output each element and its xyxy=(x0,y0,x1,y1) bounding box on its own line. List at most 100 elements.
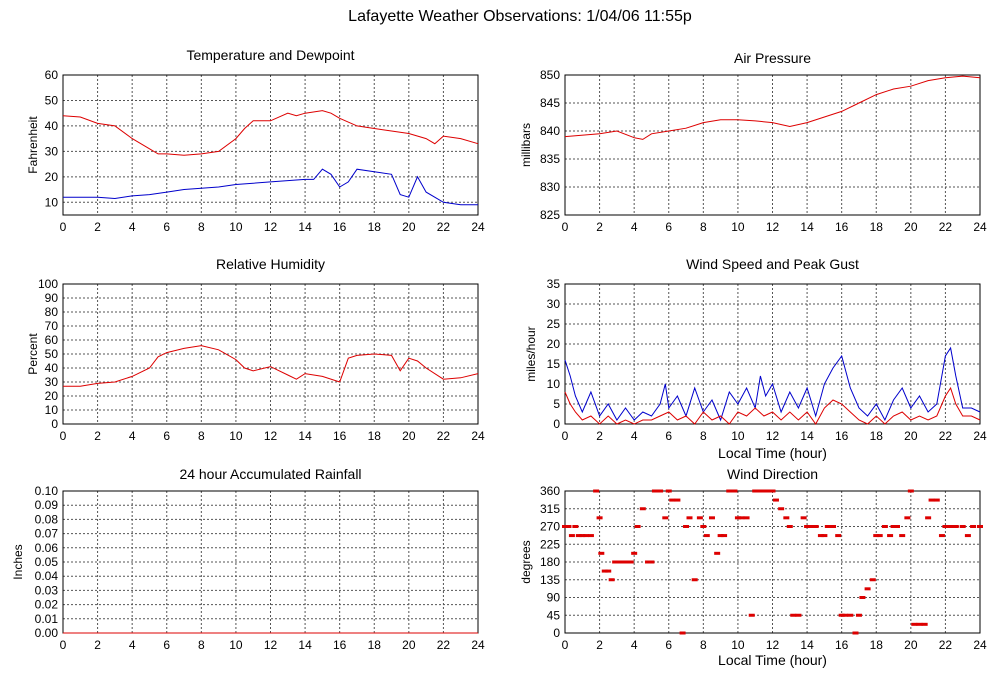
data-point xyxy=(748,613,755,617)
x-tick-label: 20 xyxy=(402,429,416,443)
chart-title: Relative Humidity xyxy=(216,256,325,272)
x-tick-label: 14 xyxy=(800,220,814,234)
x-tick-label: 0 xyxy=(562,220,569,234)
x-axis-label: Local Time (hour) xyxy=(718,445,827,461)
data-point xyxy=(651,489,658,493)
x-tick-label: 0 xyxy=(60,220,67,234)
data-point xyxy=(835,534,842,538)
y-tick-label: 0 xyxy=(51,417,58,431)
y-tick-label: 0.00 xyxy=(35,626,59,640)
data-point xyxy=(703,534,710,538)
data-point xyxy=(579,534,586,538)
y-tick-label: 50 xyxy=(45,93,59,107)
data-point xyxy=(598,551,605,555)
y-tick-label: 270 xyxy=(540,520,560,534)
x-tick-label: 0 xyxy=(562,638,569,652)
y-tick-label: 100 xyxy=(38,277,58,291)
chart-title: Air Pressure xyxy=(734,50,811,66)
x-tick-label: 12 xyxy=(766,638,780,652)
y-tick-label: 60 xyxy=(45,333,59,347)
data-point xyxy=(907,489,914,493)
x-tick-label: 12 xyxy=(766,429,780,443)
data-point xyxy=(714,551,721,555)
data-point xyxy=(622,560,629,564)
data-point xyxy=(942,525,949,528)
y-tick-label: 225 xyxy=(540,537,560,551)
data-point xyxy=(582,534,589,538)
data-point xyxy=(925,516,932,520)
data-point xyxy=(613,560,620,564)
x-tick-label: 6 xyxy=(665,220,672,234)
data-point xyxy=(696,516,703,520)
x-tick-label: 18 xyxy=(870,429,884,443)
x-tick-label: 24 xyxy=(471,638,485,652)
y-tick-label: 135 xyxy=(540,573,560,587)
x-tick-label: 22 xyxy=(437,429,451,443)
y-tick-label: 10 xyxy=(45,403,59,417)
data-point xyxy=(977,525,983,528)
data-point xyxy=(596,516,603,520)
data-point xyxy=(933,498,940,502)
data-point xyxy=(755,489,762,493)
x-tick-label: 8 xyxy=(198,638,205,652)
y-tick-label: 60 xyxy=(45,68,59,82)
data-point xyxy=(572,525,579,528)
x-tick-label: 20 xyxy=(904,429,918,443)
data-point xyxy=(657,489,664,493)
y-tick-label: 0.08 xyxy=(35,512,59,526)
x-tick-label: 12 xyxy=(264,220,278,234)
y-tick-label: 845 xyxy=(540,96,560,110)
data-point xyxy=(807,525,814,528)
data-point xyxy=(904,516,911,520)
data-point xyxy=(876,534,883,538)
y-tick-label: 45 xyxy=(547,608,561,622)
x-tick-label: 8 xyxy=(198,429,205,443)
data-point xyxy=(575,534,582,538)
x-tick-label: 6 xyxy=(163,638,170,652)
x-tick-label: 8 xyxy=(700,638,707,652)
data-point xyxy=(852,631,859,635)
data-point xyxy=(842,613,849,617)
data-point xyxy=(608,578,615,582)
y-tick-label: 0.09 xyxy=(35,498,59,512)
y-tick-label: 40 xyxy=(45,361,59,375)
data-point xyxy=(587,534,594,538)
y-axis-label: Percent xyxy=(26,333,40,375)
data-point xyxy=(899,534,906,538)
data-point xyxy=(790,613,797,617)
x-tick-label: 24 xyxy=(973,638,987,652)
data-point xyxy=(708,516,715,520)
x-axis-label: Local Time (hour) xyxy=(718,652,827,668)
series-line-1 xyxy=(564,386,981,425)
y-tick-label: 360 xyxy=(540,484,560,498)
x-tick-label: 0 xyxy=(60,638,67,652)
x-tick-label: 2 xyxy=(94,220,101,234)
y-tick-label: 840 xyxy=(540,124,560,138)
data-point xyxy=(568,534,575,538)
x-tick-label: 8 xyxy=(700,220,707,234)
data-point xyxy=(601,569,608,573)
data-point xyxy=(947,525,954,528)
x-tick-label: 24 xyxy=(471,429,485,443)
data-point xyxy=(662,516,669,520)
x-tick-label: 10 xyxy=(731,429,745,443)
y-tick-label: 0.02 xyxy=(35,598,59,612)
plot-frame xyxy=(564,74,981,216)
data-point xyxy=(721,534,728,538)
x-tick-label: 22 xyxy=(939,638,953,652)
x-tick-label: 14 xyxy=(298,429,312,443)
x-tick-label: 16 xyxy=(835,220,849,234)
x-tick-label: 12 xyxy=(766,220,780,234)
x-tick-label: 20 xyxy=(402,638,416,652)
x-tick-label: 22 xyxy=(437,220,451,234)
chart-title: Temperature and Dewpoint xyxy=(186,47,354,63)
x-tick-label: 10 xyxy=(229,638,243,652)
y-tick-label: 30 xyxy=(45,144,59,158)
x-tick-label: 18 xyxy=(368,220,382,234)
y-tick-label: 15 xyxy=(547,357,561,371)
data-point xyxy=(964,534,971,538)
data-point xyxy=(760,489,767,493)
